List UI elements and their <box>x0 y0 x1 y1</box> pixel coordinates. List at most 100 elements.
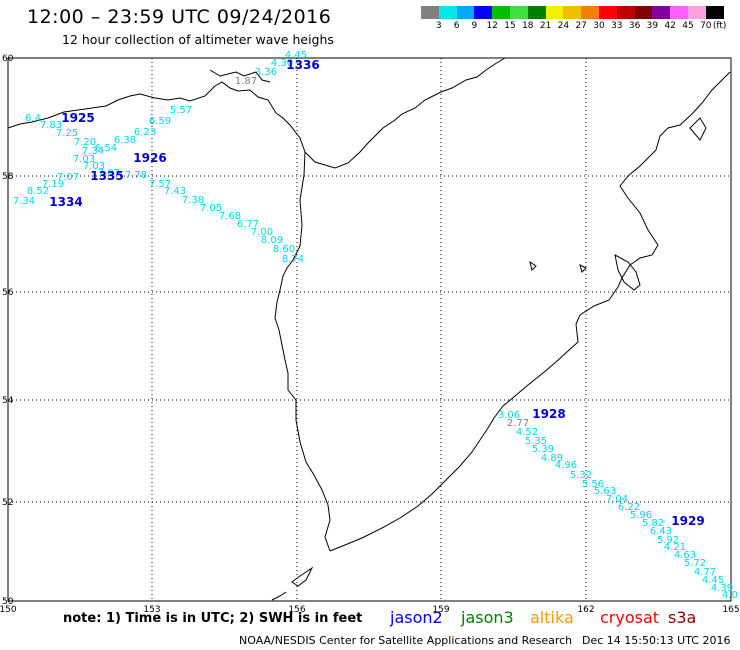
swh-value-label: 7.34 <box>13 196 35 207</box>
legend-swatch <box>509 6 528 19</box>
swh-value-label: 4.45 <box>702 575 724 586</box>
swh-value-label: 6.77 <box>237 219 259 230</box>
swh-value-label: 7.20 <box>74 137 96 148</box>
altimeter-tracks: 4.454.303.361.8713366.47.837.257.206.546… <box>13 50 738 601</box>
lat-tick-label: 58 <box>2 172 14 182</box>
footer-date: Dec 14 15:50:13 UTC 2016 <box>582 634 731 647</box>
legend-swatch <box>438 6 457 19</box>
legend-label: 6 <box>453 21 460 31</box>
legend-swatch <box>456 6 475 19</box>
swh-value-label: 7.43 <box>164 186 186 197</box>
pass-number-label: 1929 <box>671 514 704 528</box>
lon-tick-label: 162 <box>577 605 594 615</box>
swh-value-label: 5.82 <box>642 518 664 529</box>
legend-label: 42 <box>664 21 676 31</box>
lon-tick-label: 150 <box>0 605 17 615</box>
pass-number-label: 1334 <box>49 195 82 209</box>
swh-value-label: 7.03 <box>73 154 95 165</box>
lon-tick-label: 156 <box>288 605 305 615</box>
swh-value-label: 7.83 <box>40 120 62 131</box>
swh-value-label: 2.77 <box>507 418 529 429</box>
legend-swatch <box>634 6 653 19</box>
swh-value-label: 7.57 <box>149 179 171 190</box>
coastline <box>7 57 731 601</box>
swh-value-label: 5.39 <box>532 444 554 455</box>
swh-value-label: 7.38 <box>182 195 204 206</box>
swh-value-label: 4.45 <box>285 50 307 61</box>
swh-value-label: 5.57 <box>170 105 192 116</box>
satellite-name: jason3 <box>461 608 514 627</box>
swh-value-label: 4.89 <box>541 453 563 464</box>
legend-label: 45 <box>682 21 694 31</box>
swh-value-label: 4.77 <box>694 567 716 578</box>
pass-number-label: 1928 <box>532 407 565 421</box>
swh-value-label: 4.0 <box>722 590 738 601</box>
note-text: note: 1) Time is in UTC; 2) SWH is in fe… <box>63 611 363 626</box>
legend-swatch <box>652 6 671 19</box>
legend-label: 18 <box>522 21 534 31</box>
pass-number-label: 1335 <box>90 169 123 183</box>
legend-label: 9 <box>471 21 478 31</box>
lon-tick-label: 159 <box>432 605 449 615</box>
swh-value-label: 5.72 <box>684 558 706 569</box>
legend-label: 36 <box>628 21 641 31</box>
satellite-name: altika <box>530 608 574 627</box>
legend-label: 39 <box>646 21 659 31</box>
legend-swatch <box>670 6 688 19</box>
swh-value-label: 6.38 <box>114 135 136 146</box>
legend-label: 3 <box>435 21 442 31</box>
swh-value-label: 3.06 <box>498 410 520 421</box>
swh-value-label: 7.04 <box>606 494 628 505</box>
legend-label: 30 <box>593 21 605 31</box>
swh-value-label: 7.34 <box>82 146 104 157</box>
swh-value-label: 4.21 <box>664 542 686 553</box>
swh-value-label: 4.39 <box>711 583 733 594</box>
legend-swatch <box>474 6 493 19</box>
swh-value-label: 4.63 <box>674 550 696 561</box>
lon-tick-label: 165 <box>722 605 739 615</box>
lat-tick-label: 60 <box>2 54 14 64</box>
legend-label: (ft) <box>712 21 727 31</box>
lat-tick-label: 52 <box>2 498 13 508</box>
lat-tick-label: 50 <box>2 597 14 607</box>
chart-subtitle: 12 hour collection of altimeter wave hei… <box>62 32 334 47</box>
swh-value-label: 7.07 <box>57 172 79 183</box>
swh-value-label: 8.09 <box>261 235 283 246</box>
satellite-name: jason2 <box>390 608 443 627</box>
legend-label: 24 <box>557 21 570 31</box>
satellite-name: cryosat <box>600 608 660 627</box>
swh-value-label: 7.19 <box>42 179 64 190</box>
swh-value-label: 6.43 <box>650 526 672 537</box>
swh-value-label: 3.36 <box>255 67 277 78</box>
swh-value-label: 5.96 <box>630 510 652 521</box>
swh-value-label: 7.00 <box>251 227 273 238</box>
lon-tick-label: 153 <box>143 605 160 615</box>
lat-tick-label: 56 <box>2 288 14 298</box>
footer-credit: NOAA/NESDIS Center for Satellite Applica… <box>239 634 573 647</box>
legend-swatch <box>705 6 724 19</box>
satellite-name: s3a <box>668 608 697 627</box>
legend-swatch <box>581 6 599 19</box>
map-frame <box>7 57 732 602</box>
swh-value-label: 5.56 <box>582 479 604 490</box>
swh-value-label: 8.60 <box>273 244 295 255</box>
legend-swatch <box>421 6 439 19</box>
swh-value-label: 4.30 <box>271 58 293 69</box>
swh-value-label: 7.25 <box>56 128 78 139</box>
legend-swatch <box>545 6 564 19</box>
swh-value-label: 7.78 <box>125 170 147 181</box>
legend-swatch <box>563 6 582 19</box>
swh-value-label: 5.35 <box>525 436 547 447</box>
color-legend <box>421 6 724 19</box>
color-legend-labels: 3 6 9 12 15 18 21 24 27 30 33 36 39 42 45 70 (ft) <box>421 21 740 35</box>
swh-value-label: 5.32 <box>570 470 592 481</box>
pass-number-label: 1336 <box>286 58 319 72</box>
swh-value-label: 6.22 <box>618 502 640 513</box>
swh-value-label: 7.07 <box>98 168 120 179</box>
swh-value-label: 6.59 <box>149 116 171 127</box>
swh-value-label: 6.54 <box>95 143 117 154</box>
legend-swatch <box>687 6 706 19</box>
swh-value-label: 4.96 <box>555 460 577 471</box>
legend-label: 12 <box>486 21 498 31</box>
